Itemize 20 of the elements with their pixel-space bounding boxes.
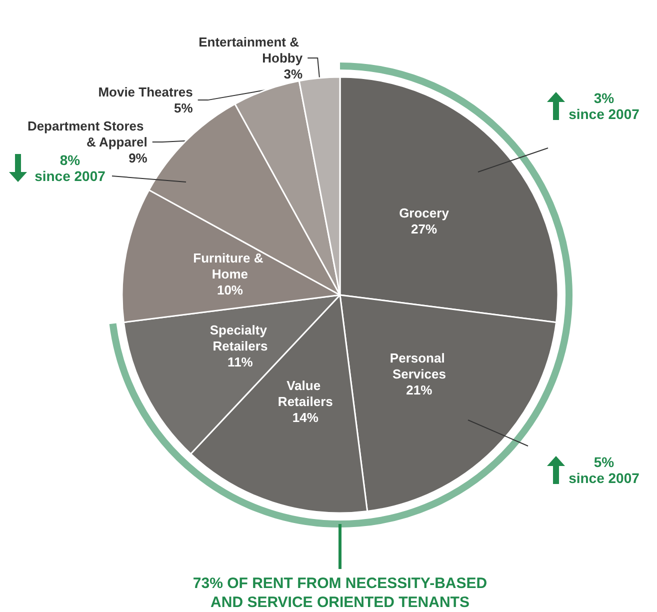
slice-label: Entertainment & Hobby — [198, 34, 304, 66]
slice-label: Movie Theatres — [98, 84, 193, 100]
data-label: 21% — [406, 382, 433, 398]
data-label: 9% — [128, 150, 148, 166]
data-label: 10% — [216, 282, 244, 298]
data-label: 27% — [410, 221, 438, 236]
data-label: 11% — [228, 354, 254, 370]
slice-label: Furniture & Home — [193, 250, 267, 282]
data-label: 3% — [284, 66, 304, 82]
slice-label: Specialty Retailers — [210, 322, 271, 354]
slice-label: Grocery — [399, 205, 450, 220]
slice-label: Value Retailers — [278, 378, 333, 410]
text: 8% since 2007 — [34, 152, 106, 184]
slice-label: Department Stores & Apparel — [27, 118, 148, 150]
data-label: 5% — [174, 100, 194, 116]
slice-label: Personal Services — [390, 350, 448, 382]
text: 5% since 2007 — [568, 454, 640, 486]
text: 3% since 2007 — [568, 90, 640, 122]
data-label: 14% — [292, 410, 319, 426]
text: 73% OF RENT FROM NECESSITY-BASED AND SERVICE ORIENTED TENANTS — [192, 574, 488, 612]
